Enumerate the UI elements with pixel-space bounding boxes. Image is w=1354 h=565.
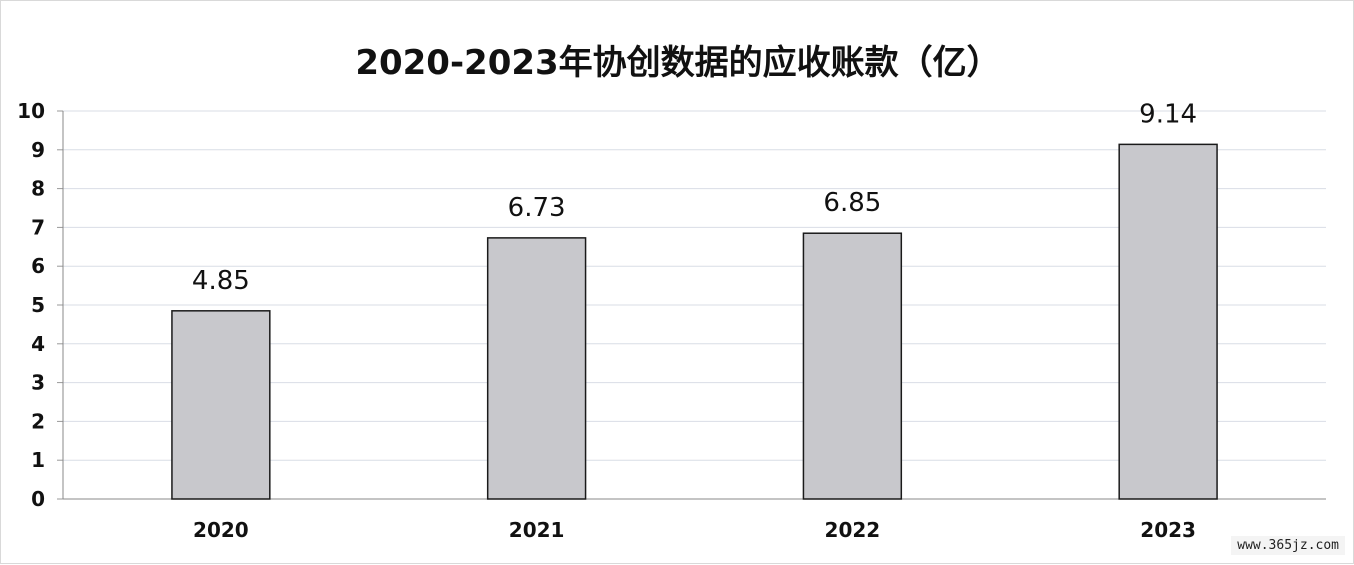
data-label: 4.85 (192, 266, 250, 296)
y-tick-label: 4 (31, 332, 45, 356)
x-tick-label: 2023 (1140, 518, 1196, 542)
x-tick-label: 2022 (825, 518, 881, 542)
y-tick-label: 2 (31, 409, 45, 433)
bar (1118, 143, 1218, 500)
y-tick-label: 8 (31, 177, 45, 201)
chart-title: 2020-2023年协创数据的应收账款（亿） (355, 43, 1001, 83)
x-tick-label: 2021 (509, 518, 565, 542)
y-tick-label: 0 (31, 487, 45, 511)
data-label: 9.14 (1139, 99, 1197, 129)
bar (486, 237, 587, 500)
watermark: www.365jz.com (1231, 536, 1345, 555)
data-label: 6.85 (823, 188, 881, 218)
y-tick-label: 9 (31, 138, 45, 162)
bar (802, 232, 903, 500)
y-tick-label: 5 (31, 293, 45, 317)
y-tick-label: 7 (31, 215, 45, 239)
y-tick-label: 3 (31, 371, 45, 395)
x-tick-label: 2020 (193, 518, 249, 542)
y-tick-label: 1 (31, 448, 45, 472)
data-label: 6.73 (508, 193, 566, 223)
bar (171, 310, 271, 500)
y-tick-label: 6 (31, 254, 45, 278)
y-tick-label: 10 (17, 99, 45, 123)
